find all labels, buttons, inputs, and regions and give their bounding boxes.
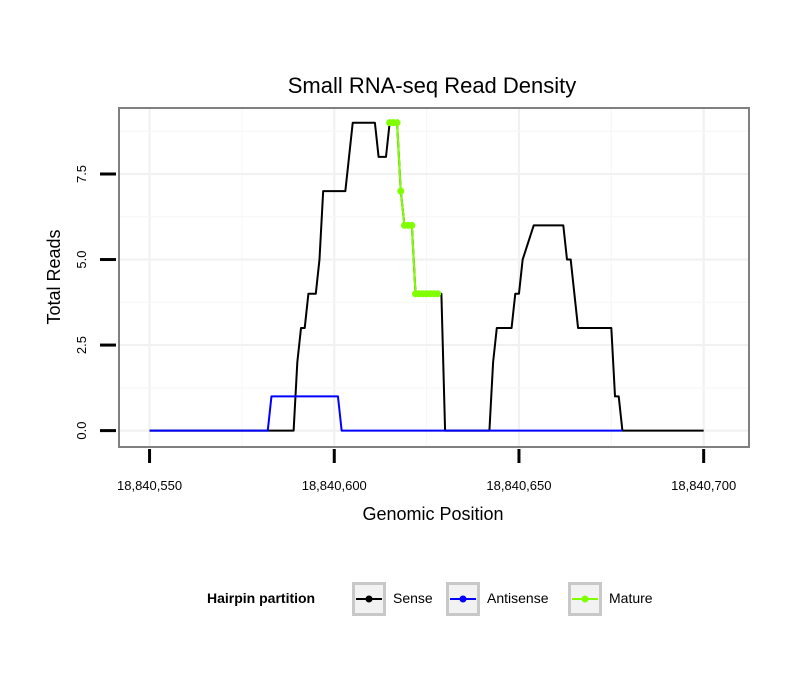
y-tick-label: 7.5	[74, 165, 89, 183]
x-tick-label: 18,840,700	[671, 478, 736, 493]
series-mature-point	[434, 290, 442, 298]
legend: Hairpin partition Sense Antisense Mature	[207, 582, 653, 616]
y-axis-title: Total Reads	[44, 229, 64, 324]
y-tick-label: 0.0	[74, 422, 89, 440]
legend-key-point	[365, 595, 373, 603]
legend-key-point	[581, 595, 589, 603]
series-antisense-line	[149, 395, 623, 432]
series-mature-point	[408, 221, 416, 229]
y-tick-label: 2.5	[74, 336, 89, 354]
axes-layer: 18,840,550 18,840,600 18,840,650 18,840,700…	[74, 165, 736, 493]
legend-label-mature: Mature	[609, 590, 653, 606]
x-tick-label: 18,840,600	[302, 478, 367, 493]
series-layer	[149, 119, 704, 432]
legend-title: Hairpin partition	[207, 590, 315, 606]
chart-title: Small RNA-seq Read Density	[288, 73, 577, 98]
x-tick-label: 18,840,650	[486, 478, 551, 493]
legend-label-antisense: Antisense	[487, 590, 549, 606]
series-mature-point	[393, 119, 401, 127]
x-tick-label: 18,840,550	[117, 478, 182, 493]
legend-label-sense: Sense	[393, 590, 433, 606]
legend-items: Sense Antisense Mature	[352, 582, 653, 616]
y-tick-label: 5.0	[74, 250, 89, 268]
plot-panel	[118, 107, 750, 448]
series-mature-point	[397, 187, 405, 195]
legend-key-point	[459, 595, 467, 603]
grid-layer	[120, 109, 748, 446]
x-axis-title: Genomic Position	[362, 504, 503, 524]
